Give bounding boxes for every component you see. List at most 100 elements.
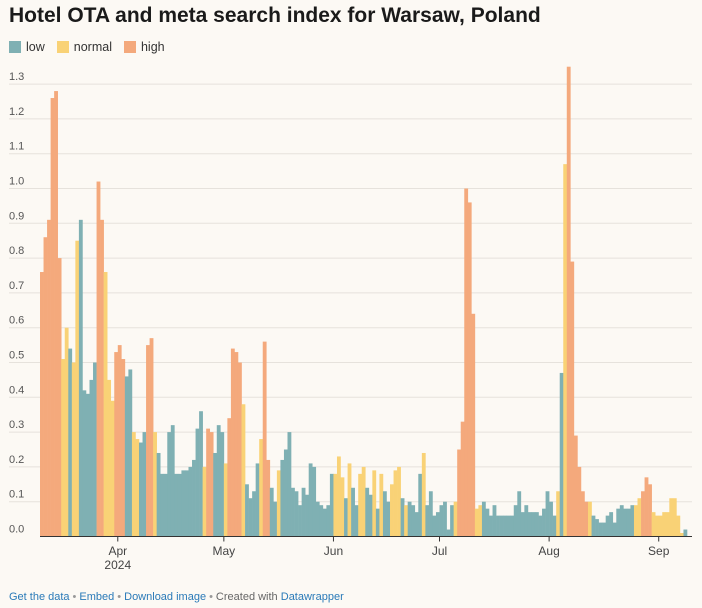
bar <box>400 498 405 537</box>
bar <box>577 466 582 537</box>
bar <box>100 219 104 537</box>
y-tick-label: 0.5 <box>9 350 24 362</box>
bar <box>202 466 207 537</box>
bar <box>160 473 165 537</box>
bar <box>61 359 66 537</box>
bar <box>637 498 642 537</box>
bar <box>326 505 331 537</box>
x-tick-year-label: 2024 <box>104 558 131 572</box>
bar <box>294 491 299 537</box>
bar <box>520 512 525 537</box>
bar <box>641 491 645 537</box>
bar <box>672 498 677 537</box>
bar <box>351 487 355 537</box>
bar <box>336 456 341 537</box>
bar <box>259 439 264 537</box>
bar <box>89 379 94 537</box>
bar <box>556 491 561 537</box>
bar <box>40 272 44 537</box>
bar <box>138 442 143 537</box>
bar <box>605 515 610 537</box>
bar <box>192 459 196 537</box>
bar <box>117 345 122 537</box>
embed-link[interactable]: Embed <box>79 591 115 603</box>
bar <box>266 459 271 537</box>
bar <box>269 487 274 537</box>
bar <box>662 512 667 537</box>
bar <box>623 508 628 537</box>
bar <box>248 498 253 537</box>
y-tick-label: 0.9 <box>9 210 24 222</box>
bar <box>188 466 193 537</box>
bar <box>142 432 147 537</box>
bar <box>276 470 281 537</box>
datawrapper-link[interactable]: Datawrapper <box>280 591 344 603</box>
bar <box>184 470 189 537</box>
chart-title: Hotel OTA and meta search index for Wars… <box>9 4 541 27</box>
y-tick-label: 0.0 <box>9 524 24 536</box>
bar <box>82 390 87 537</box>
bar <box>234 352 239 537</box>
bar <box>460 421 465 537</box>
bar <box>96 181 101 537</box>
bar <box>163 473 168 537</box>
bar <box>68 348 73 537</box>
bar <box>457 449 462 537</box>
bar <box>612 522 617 537</box>
bar <box>319 505 324 537</box>
get-data-link[interactable]: Get the data <box>9 591 70 603</box>
bar <box>492 505 497 537</box>
footer-separator: • <box>117 591 122 603</box>
bar <box>446 529 451 537</box>
bar <box>230 348 235 537</box>
bar <box>616 508 621 537</box>
download-image-link[interactable]: Download image <box>124 591 207 603</box>
bar <box>503 515 507 537</box>
y-tick-label: 0.4 <box>9 384 24 396</box>
bar <box>609 512 614 537</box>
bar <box>146 345 150 537</box>
x-tick-label: May <box>213 544 236 558</box>
bar <box>149 338 154 537</box>
footer-separator: • <box>72 591 77 603</box>
y-tick-label: 0.3 <box>9 419 24 431</box>
bar <box>361 466 366 537</box>
bar <box>443 501 447 537</box>
bar <box>174 473 179 537</box>
bar <box>216 425 221 537</box>
bar <box>241 404 246 537</box>
bar <box>527 512 532 537</box>
bar <box>195 428 200 537</box>
bar <box>534 512 539 537</box>
bar <box>453 501 458 537</box>
bar <box>570 261 575 537</box>
bar <box>450 505 454 537</box>
bar <box>199 411 203 537</box>
bar <box>358 473 363 537</box>
bar <box>513 505 518 537</box>
bar <box>464 188 469 537</box>
bar <box>626 508 631 537</box>
y-tick-label: 0.2 <box>9 454 24 466</box>
bar <box>421 452 426 537</box>
bar <box>676 515 681 537</box>
bar <box>524 505 529 537</box>
bar <box>474 508 479 537</box>
bar <box>47 219 51 537</box>
bar <box>648 484 652 537</box>
bar <box>478 505 483 537</box>
bar <box>655 515 660 537</box>
bar <box>170 425 175 537</box>
bar <box>485 508 490 537</box>
bar <box>489 515 493 537</box>
bar <box>308 463 313 537</box>
bar <box>78 219 83 537</box>
bar <box>545 491 550 537</box>
bar <box>280 459 285 537</box>
bar <box>322 508 327 537</box>
legend-swatch-low <box>9 41 21 53</box>
bar <box>552 515 557 537</box>
bar <box>679 533 684 537</box>
y-tick-label: 0.8 <box>9 245 24 257</box>
bar <box>167 432 172 537</box>
